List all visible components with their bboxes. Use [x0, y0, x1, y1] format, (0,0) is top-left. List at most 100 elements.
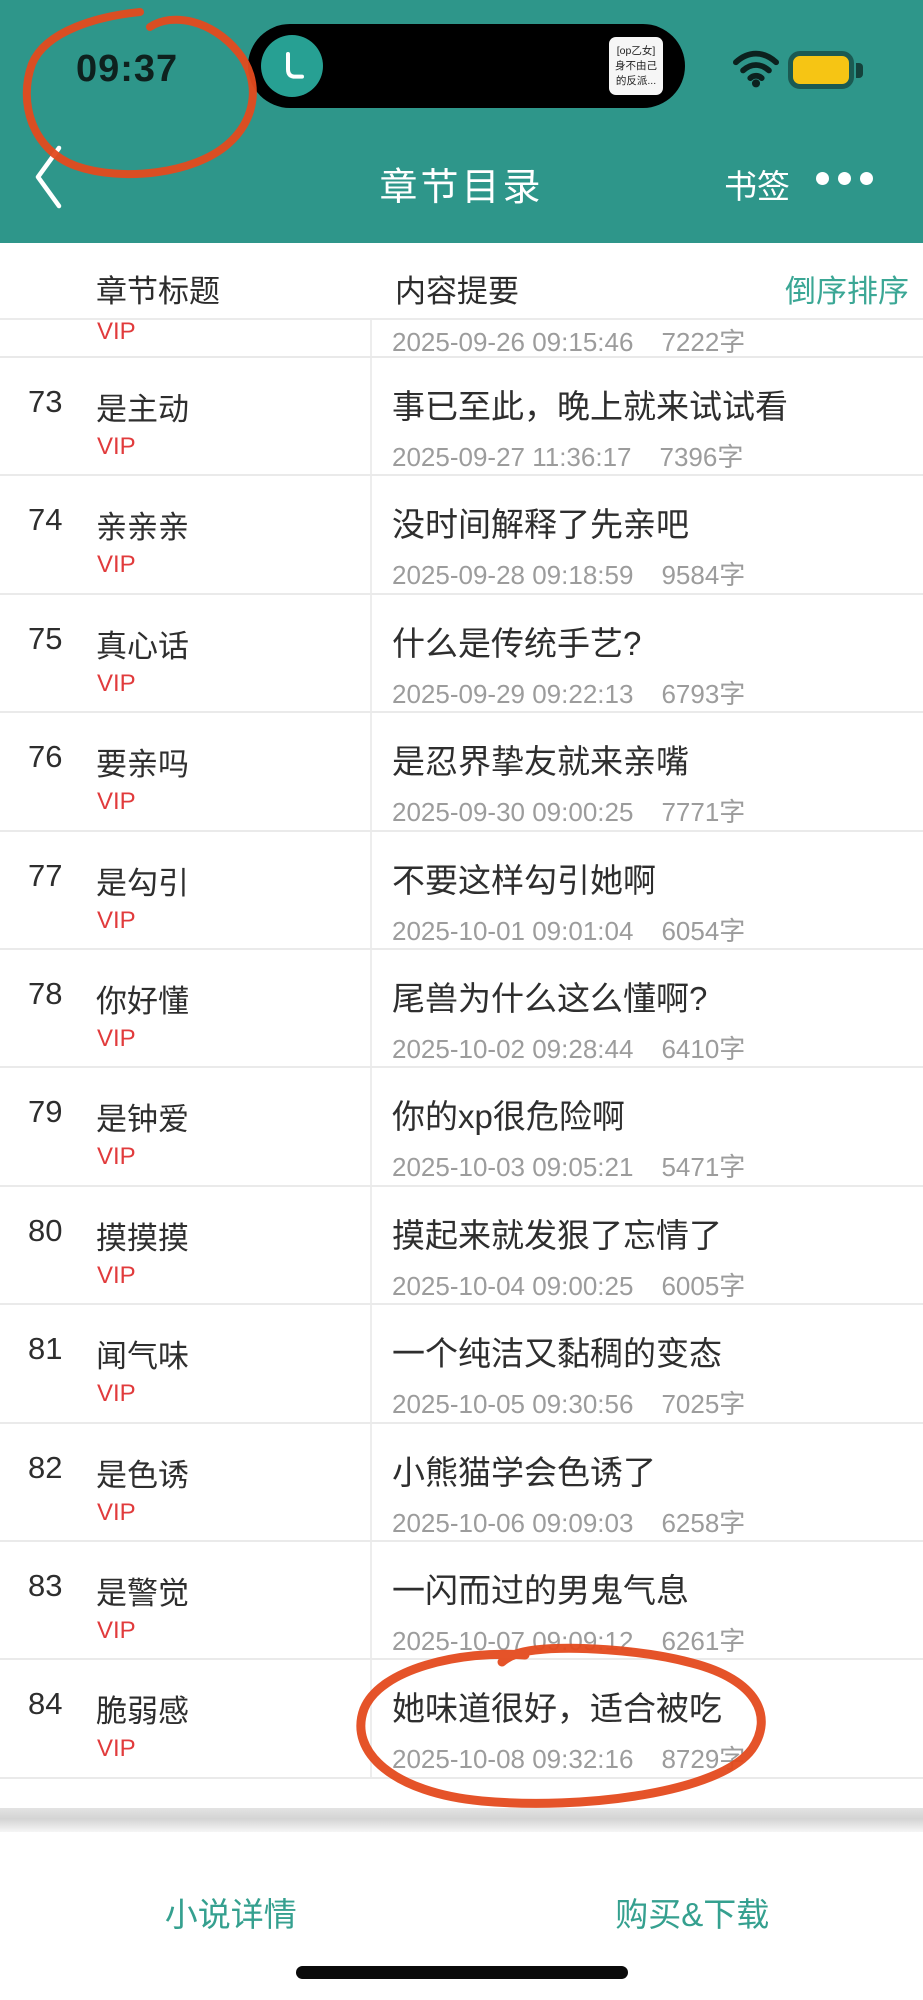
island-logo-icon — [261, 35, 323, 97]
vip-badge: VIP — [97, 551, 136, 579]
home-indicator[interactable] — [295, 1966, 628, 1979]
vip-badge: VIP — [97, 1143, 136, 1171]
chapter-datetime: 2025-09-28 09:18:59 — [392, 560, 634, 591]
chapter-title: 脆弱感 — [96, 1694, 189, 1730]
chapter-list: VIP 2025-09-26 09:15:46 7222字 73 是主动 VIP … — [0, 320, 923, 1779]
vip-badge: VIP — [97, 1735, 136, 1763]
chapter-number: 80 — [28, 1212, 63, 1248]
wifi-icon — [733, 50, 779, 93]
chapter-summary: 你的xp很危险啊 — [392, 1098, 625, 1136]
bookmark-button[interactable]: 书签 — [724, 168, 790, 205]
chapter-title: 要亲吗 — [96, 747, 189, 783]
chapter-number: 74 — [28, 502, 63, 538]
chapter-wordcount: 7222字 — [661, 327, 746, 357]
chapter-row[interactable]: 79 是钟爱 VIP 你的xp很危险啊 2025-10-03 09:05:21 5… — [0, 1068, 923, 1187]
chapter-datetime: 2025-09-27 11:36:17 — [392, 442, 632, 472]
chapter-row[interactable]: 81 闻气味 VIP 一个纯洁又黏稠的变态 2025-10-05 09:30:5… — [0, 1305, 923, 1424]
chapter-meta: 2025-09-28 09:18:59 9584字 — [392, 555, 745, 592]
chapter-meta: 2025-10-08 09:32:16 8729字 — [392, 1739, 745, 1776]
chapter-number: 82 — [28, 1449, 63, 1485]
footer-shadow — [0, 1808, 923, 1832]
chapter-datetime: 2025-09-29 09:22:13 — [392, 678, 634, 709]
chapter-title: 真心话 — [96, 628, 189, 664]
vip-badge: VIP — [97, 1024, 136, 1052]
chapter-row[interactable]: 73 是主动 VIP 事已至此，晚上就来试试看 2025-09-27 11:36… — [0, 358, 923, 477]
chapter-title: 是勾引 — [96, 865, 189, 901]
chapter-wordcount: 7396字 — [659, 442, 744, 472]
chapter-wordcount: 7025字 — [661, 1389, 746, 1420]
chapter-summary: 摸起来就发狠了忘情了 — [392, 1216, 722, 1254]
island-card-line: 的反派... — [615, 74, 657, 87]
chapter-wordcount: 6258字 — [661, 1507, 746, 1538]
chapter-summary: 她味道很好，适合被吃 — [392, 1690, 722, 1728]
chapter-wordcount: 6261字 — [661, 1625, 746, 1656]
novel-detail-button[interactable]: 小说详情 — [164, 1896, 297, 1933]
chapter-row[interactable]: 75 真心话 VIP 什么是传统手艺? 2025-09-29 09:22:13 6… — [0, 594, 923, 714]
chapter-summary: 什么是传统手艺? — [392, 624, 642, 662]
chapter-row[interactable]: 83 是警觉 VIP 一闪而过的男鬼气息 2025-10-07 09:09:12… — [0, 1541, 923, 1661]
dynamic-island: [op乙女] 身不由己 的反派... — [248, 24, 685, 108]
buy-download-button[interactable]: 购买&下载 — [615, 1896, 770, 1933]
sort-order-button[interactable]: 倒序排序 — [785, 274, 909, 309]
chapter-row[interactable]: 76 要亲吗 VIP 是忍界挚友就来亲嘴 2025-09-30 09:00:25… — [0, 713, 923, 832]
island-card-line: [op乙女] — [616, 44, 656, 57]
chapter-number: 73 — [28, 384, 63, 419]
chapter-datetime: 2025-10-04 09:00:25 — [392, 1270, 634, 1301]
chapter-number: 84 — [28, 1686, 63, 1722]
chapter-title: 是警觉 — [96, 1575, 189, 1611]
chapter-meta: 2025-10-06 09:09:03 6258字 — [392, 1503, 745, 1540]
chapter-meta: 2025-10-01 09:01:04 6054字 — [392, 911, 745, 948]
chapter-datetime: 2025-10-08 09:32:16 — [392, 1744, 634, 1775]
chapter-wordcount: 6410字 — [661, 1033, 746, 1064]
chapter-title: 闻气味 — [96, 1339, 189, 1375]
island-card-line: 身不由己 — [615, 59, 657, 72]
chapter-title: 是钟爱 — [96, 1102, 189, 1138]
chapter-row[interactable]: 80 摸摸摸 VIP 摸起来就发狠了忘情了 2025-10-04 09:00:2… — [0, 1186, 923, 1306]
island-notification-card[interactable]: [op乙女] 身不由己 的反派... — [609, 37, 663, 95]
vip-badge: VIP — [97, 1616, 136, 1644]
chapter-meta: 2025-10-05 09:30:56 7025字 — [392, 1384, 745, 1421]
chapter-row[interactable]: 82 是色诱 VIP 小熊猫学会色诱了 2025-10-06 09:09:03 6… — [0, 1423, 923, 1542]
chapter-meta: 2025-10-04 09:00:25 6005字 — [392, 1266, 745, 1303]
chapter-summary: 不要这样勾引她啊 — [392, 861, 656, 899]
vip-badge: VIP — [97, 320, 136, 345]
chapter-meta: 2025-09-27 11:36:17 7396字 — [392, 437, 743, 474]
chapter-summary: 小熊猫学会色诱了 — [392, 1453, 656, 1491]
more-button[interactable] — [816, 172, 873, 185]
chapter-row[interactable]: 74 亲亲亲 VIP 没时间解释了先亲吧 2025-09-28 09:18:59… — [0, 476, 923, 595]
chapter-number: 79 — [28, 1094, 63, 1130]
list-column-header: 章节标题 内容提要 倒序排序 — [0, 243, 923, 320]
chapter-datetime: 2025-10-02 09:28:44 — [392, 1033, 634, 1064]
chapter-wordcount: 6054字 — [661, 915, 746, 946]
vip-badge: VIP — [97, 433, 136, 460]
chapter-number: 78 — [28, 975, 63, 1011]
chapter-meta: 2025-10-07 09:09:12 6261字 — [392, 1621, 745, 1658]
chapter-title: 是色诱 — [96, 1457, 189, 1493]
vip-badge: VIP — [97, 1261, 136, 1289]
vip-badge: VIP — [97, 1498, 136, 1526]
chapter-title: 亲亲亲 — [96, 510, 189, 546]
chapter-row[interactable]: 78 你好懂 VIP 尾兽为什么这么懂啊? 2025-10-02 09:28:4… — [0, 949, 923, 1069]
chapter-datetime: 2025-10-07 09:09:12 — [392, 1625, 634, 1656]
chapter-wordcount: 5471字 — [661, 1152, 746, 1183]
chapter-datetime: 2025-10-03 09:05:21 — [392, 1152, 634, 1183]
chapter-row-partial[interactable]: VIP 2025-09-26 09:15:46 7222字 — [0, 320, 923, 358]
chapter-summary: 尾兽为什么这么懂啊? — [392, 979, 708, 1017]
chapter-datetime: 2025-10-05 09:30:56 — [392, 1389, 634, 1420]
chapter-wordcount: 8729字 — [661, 1744, 746, 1775]
chapter-row[interactable]: 77 是勾引 VIP 不要这样勾引她啊 2025-10-01 09:01:04 6… — [0, 831, 923, 950]
chapter-summary: 一闪而过的男鬼气息 — [392, 1571, 689, 1609]
chapter-meta: 2025-10-03 09:05:21 5471字 — [392, 1147, 745, 1184]
vip-badge: VIP — [97, 906, 136, 934]
chapter-meta: 2025-10-02 09:28:44 6410字 — [392, 1029, 745, 1066]
chapter-title: 摸摸摸 — [96, 1220, 189, 1256]
chapter-number: 75 — [28, 620, 63, 656]
chapter-row[interactable]: 84 脆弱感 VIP 她味道很好，适合被吃 2025-10-08 09:32:1… — [0, 1660, 923, 1779]
chapter-title: 你好懂 — [96, 983, 189, 1019]
chapter-meta: 2025-09-30 09:00:25 7771字 — [392, 792, 745, 829]
chapter-datetime: 2025-09-26 09:15:46 — [392, 327, 634, 357]
chapter-number: 77 — [28, 857, 63, 893]
page-title: 章节目录 — [379, 167, 544, 209]
chapter-title: 是主动 — [96, 392, 189, 427]
chapter-summary: 事已至此，晚上就来试试看 — [392, 388, 788, 425]
